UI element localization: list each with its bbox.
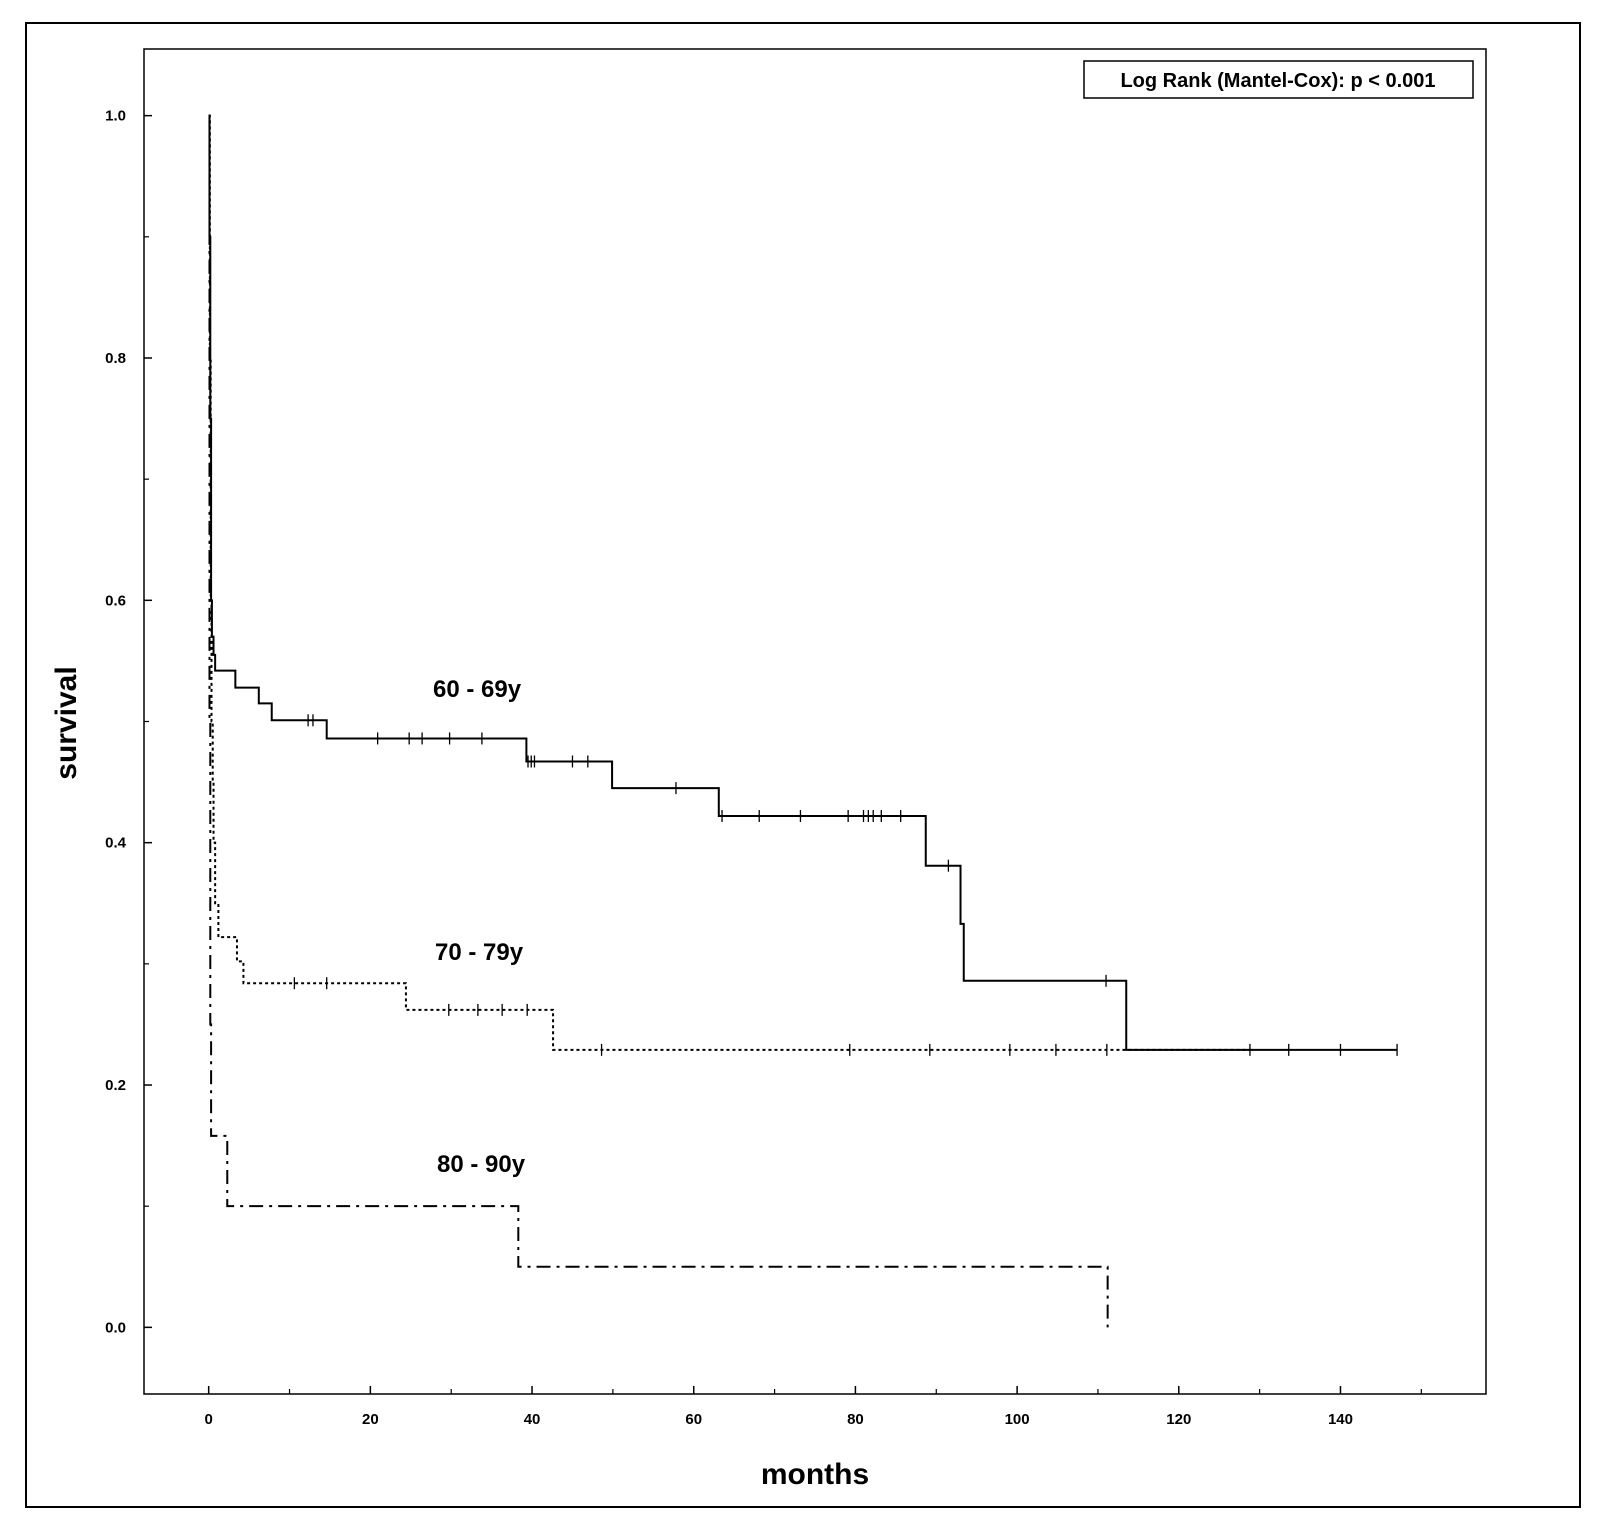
- outer-frame: [25, 22, 1581, 1508]
- y-tick-label: 0.0: [105, 1319, 126, 1336]
- y-tick-label: 1.0: [105, 108, 126, 125]
- x-tick-label: 100: [1005, 1411, 1030, 1428]
- y-tick-label: 0.4: [105, 835, 127, 852]
- x-tick-label: 0: [205, 1411, 213, 1428]
- x-tick-label: 140: [1328, 1411, 1353, 1428]
- x-tick-label: 20: [362, 1411, 379, 1428]
- x-tick-label: 60: [685, 1411, 702, 1428]
- x-tick-label: 40: [524, 1411, 541, 1428]
- x-tick-label: 120: [1166, 1411, 1191, 1428]
- y-tick-label: 0.6: [105, 592, 126, 609]
- y-axis-title: survival: [50, 666, 83, 779]
- x-tick-label: 80: [847, 1411, 864, 1428]
- y-tick-label: 0.2: [105, 1077, 126, 1094]
- survival-curve-3: [208, 114, 1109, 1328]
- curve-labels: 60 - 69y 70 - 79y 80 - 90y: [433, 676, 526, 1178]
- survival-curve-1: [208, 114, 1398, 1051]
- survival-curves: [208, 114, 1398, 1328]
- annotation-text: Log Rank (Mantel-Cox): p < 0.001: [1120, 70, 1435, 92]
- annotation-box: [1083, 60, 1474, 99]
- y-tick-label: 0.8: [105, 350, 126, 367]
- series-label-80-90: 80 - 90y: [437, 1151, 526, 1178]
- series-label-60-69: 60 - 69y: [433, 676, 522, 703]
- y-axis-ticks: 0.0 0.2 0.4 0.6 0.8 1.0: [105, 108, 152, 1336]
- survival-curve-2: [208, 114, 1252, 1051]
- series-label-70-79: 70 - 79y: [435, 939, 524, 966]
- log-rank-annotation: Log Rank (Mantel-Cox): p < 0.001: [1083, 60, 1474, 99]
- x-axis-title: months: [761, 1458, 869, 1491]
- x-axis-ticks: 0 20 40 60 80 100 120 140: [205, 1386, 1422, 1428]
- plot-area-frame: [143, 48, 1487, 1395]
- censor-marks: [293, 714, 1398, 1056]
